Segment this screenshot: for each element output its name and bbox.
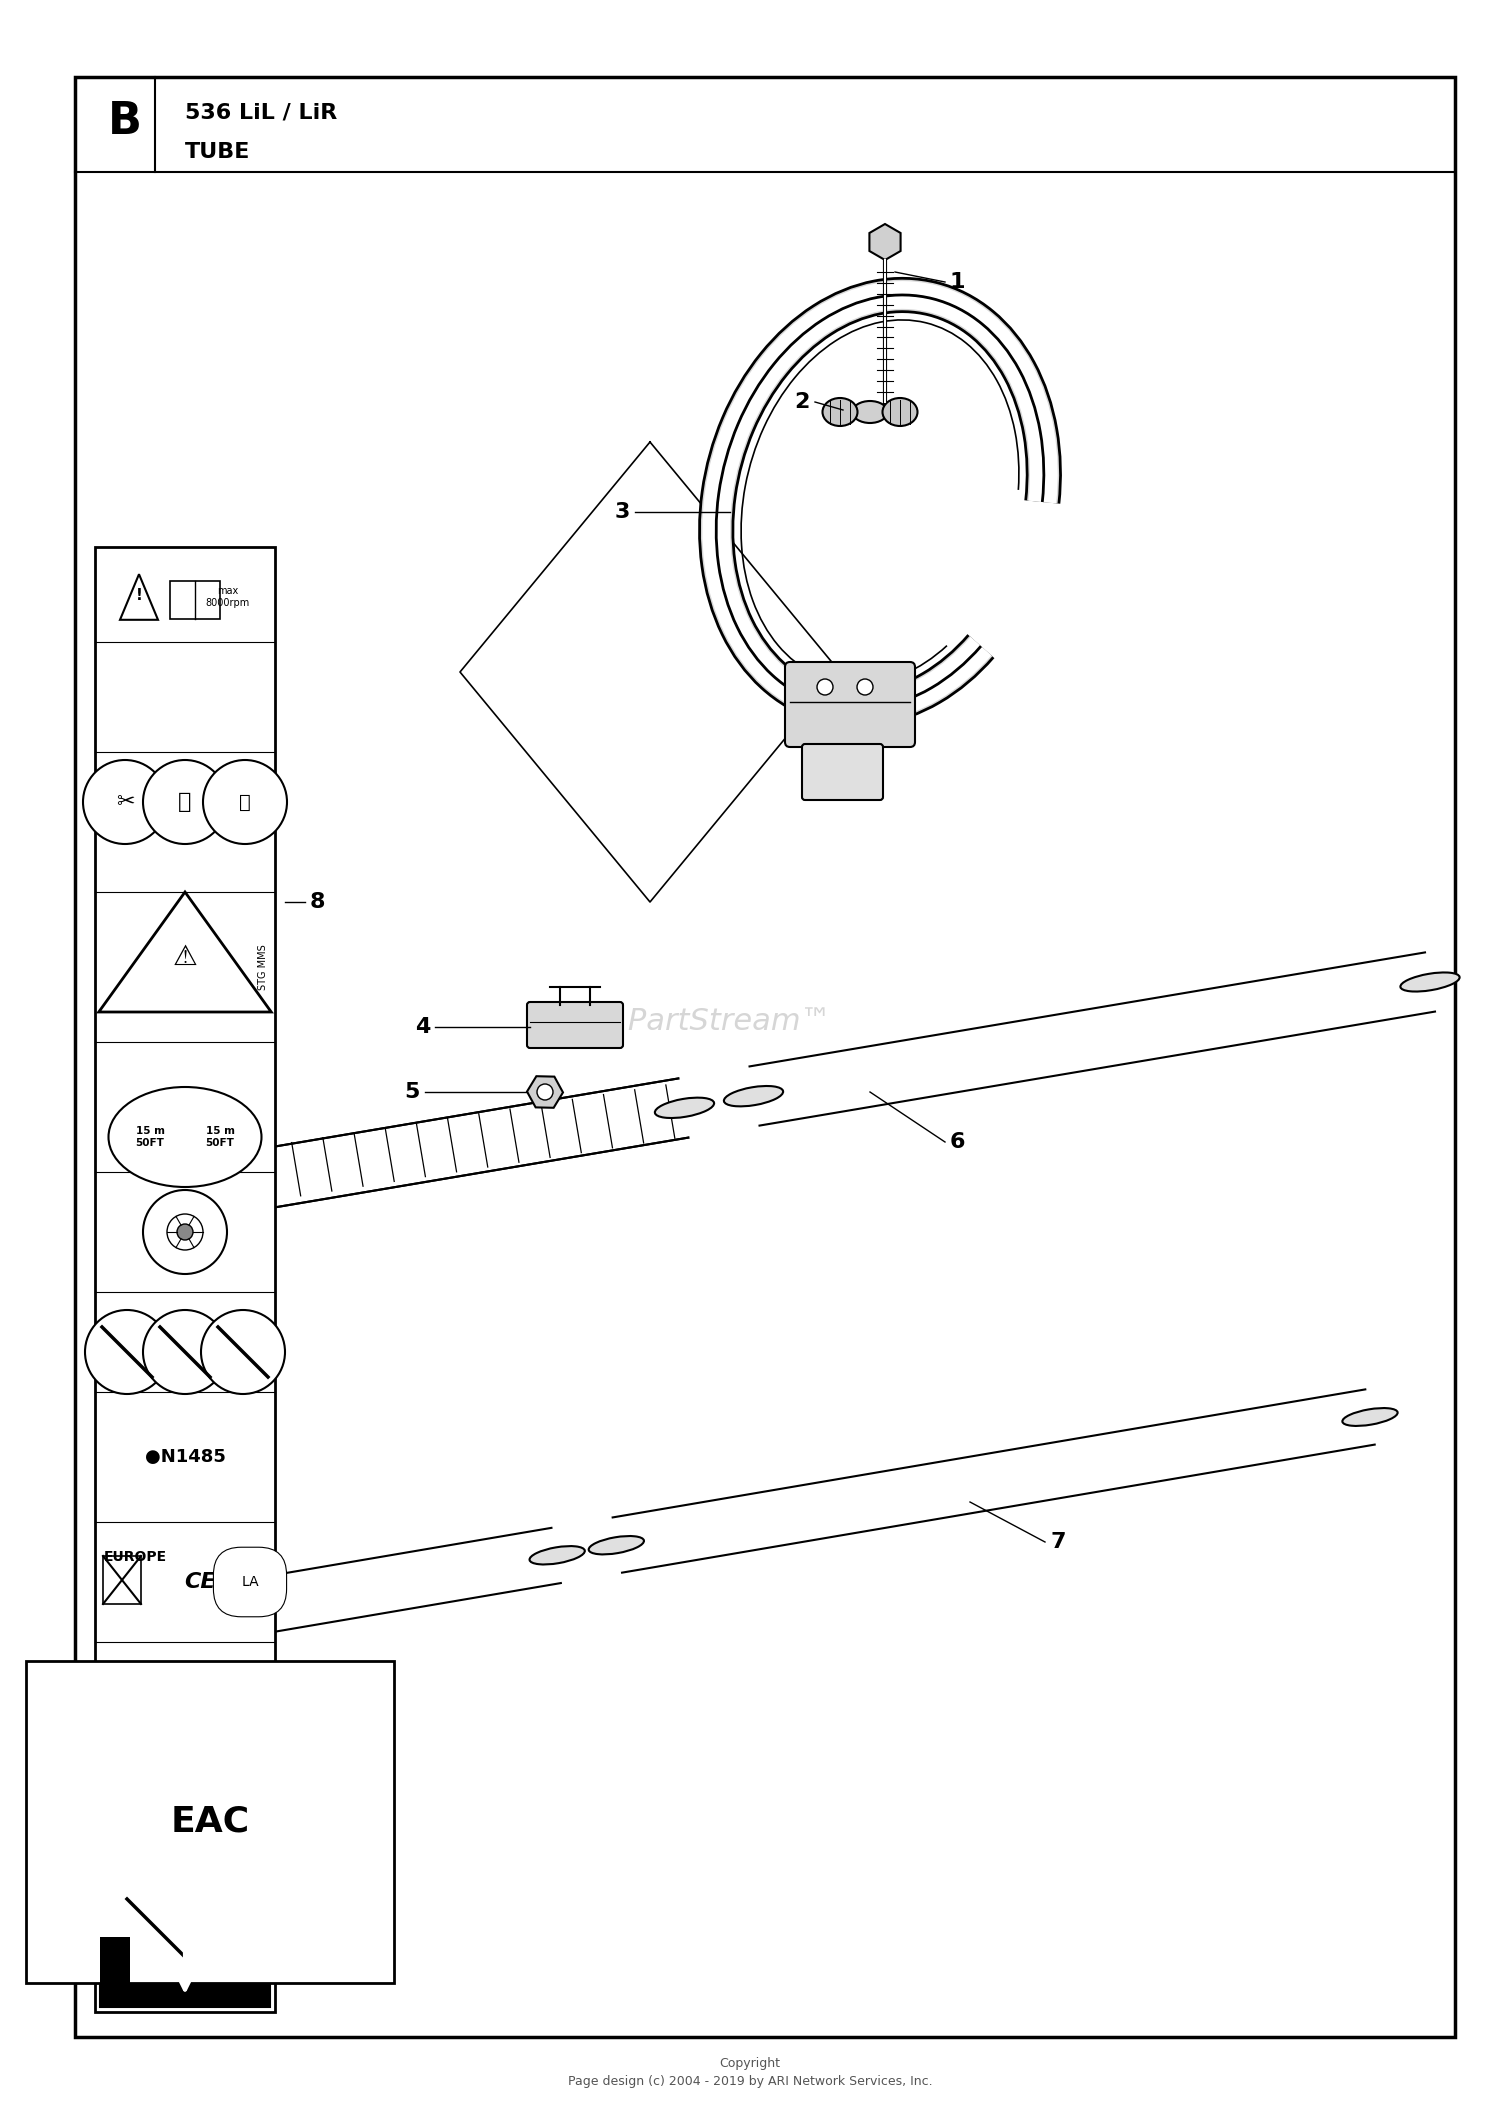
Ellipse shape xyxy=(1342,1408,1398,1425)
Bar xyxy=(170,580,220,618)
Ellipse shape xyxy=(530,1547,585,1564)
Circle shape xyxy=(86,1310,170,1394)
Text: 👢: 👢 xyxy=(238,792,250,811)
Circle shape xyxy=(112,1885,196,1970)
Text: 3: 3 xyxy=(615,502,630,521)
Text: B: B xyxy=(108,101,142,143)
Circle shape xyxy=(856,679,873,696)
Text: 536 LiL / LiR: 536 LiL / LiR xyxy=(184,103,338,122)
Bar xyxy=(100,1938,270,2007)
Polygon shape xyxy=(678,1062,759,1141)
Ellipse shape xyxy=(656,1097,714,1118)
Text: ✂: ✂ xyxy=(116,792,135,811)
Text: 4: 4 xyxy=(414,1017,430,1036)
Text: 15 m
50FT: 15 m 50FT xyxy=(206,1127,234,1148)
Text: 1: 1 xyxy=(950,271,966,292)
Text: 15 m
50FT: 15 m 50FT xyxy=(135,1127,165,1148)
Ellipse shape xyxy=(724,1087,783,1106)
Bar xyxy=(94,547,274,2012)
Text: 5: 5 xyxy=(405,1083,420,1101)
Text: LA: LA xyxy=(242,1574,260,1589)
Ellipse shape xyxy=(138,1612,192,1631)
Ellipse shape xyxy=(108,1087,261,1188)
Text: ●N1485: ●N1485 xyxy=(144,1448,225,1465)
Text: ARI PartStream™: ARI PartStream™ xyxy=(568,1007,832,1036)
Text: 8: 8 xyxy=(310,891,326,912)
Ellipse shape xyxy=(882,397,918,427)
Text: dB: dB xyxy=(231,1698,260,1717)
Text: 98: 98 xyxy=(164,1688,218,1726)
Ellipse shape xyxy=(822,397,858,427)
Ellipse shape xyxy=(216,1173,274,1192)
Polygon shape xyxy=(120,574,158,620)
FancyBboxPatch shape xyxy=(784,662,915,746)
Text: EАС: EАС xyxy=(171,1806,249,1839)
Ellipse shape xyxy=(852,401,888,423)
Text: Copyright
Page design (c) 2004 - 2019 by ARI Network Services, Inc.: Copyright Page design (c) 2004 - 2019 by… xyxy=(567,2056,933,2087)
Circle shape xyxy=(202,761,286,845)
Text: ◎: ◎ xyxy=(112,1703,128,1722)
Text: ✋: ✋ xyxy=(178,792,192,811)
Text: STG MMS: STG MMS xyxy=(258,944,268,990)
Polygon shape xyxy=(160,1389,1374,1650)
Circle shape xyxy=(177,1223,194,1240)
Polygon shape xyxy=(240,952,1436,1211)
Polygon shape xyxy=(99,891,272,1011)
Bar xyxy=(150,1673,255,1751)
Bar xyxy=(100,1938,130,2007)
Circle shape xyxy=(537,1085,554,1099)
FancyBboxPatch shape xyxy=(526,1003,622,1049)
Text: TUBE: TUBE xyxy=(184,143,250,162)
Ellipse shape xyxy=(1401,973,1460,992)
Circle shape xyxy=(201,1310,285,1394)
Text: 6: 6 xyxy=(950,1133,966,1152)
Ellipse shape xyxy=(216,1173,274,1192)
Text: EUROPE: EUROPE xyxy=(104,1549,166,1564)
Text: !: ! xyxy=(135,586,142,603)
Circle shape xyxy=(166,1215,202,1251)
Polygon shape xyxy=(240,1068,747,1211)
Polygon shape xyxy=(552,1513,622,1587)
Circle shape xyxy=(82,761,166,845)
Ellipse shape xyxy=(588,1537,644,1553)
Circle shape xyxy=(142,1310,226,1394)
Circle shape xyxy=(142,761,226,845)
Text: 7: 7 xyxy=(1050,1532,1065,1551)
Text: max
8000rpm: max 8000rpm xyxy=(206,586,251,607)
Text: CE: CE xyxy=(184,1572,216,1591)
Ellipse shape xyxy=(712,1089,772,1108)
Text: ⚠: ⚠ xyxy=(172,944,198,971)
FancyBboxPatch shape xyxy=(802,744,883,801)
Circle shape xyxy=(98,1690,142,1734)
Circle shape xyxy=(142,1190,226,1274)
Bar xyxy=(104,1555,141,1604)
Circle shape xyxy=(818,679,833,696)
Text: 2: 2 xyxy=(795,391,810,412)
